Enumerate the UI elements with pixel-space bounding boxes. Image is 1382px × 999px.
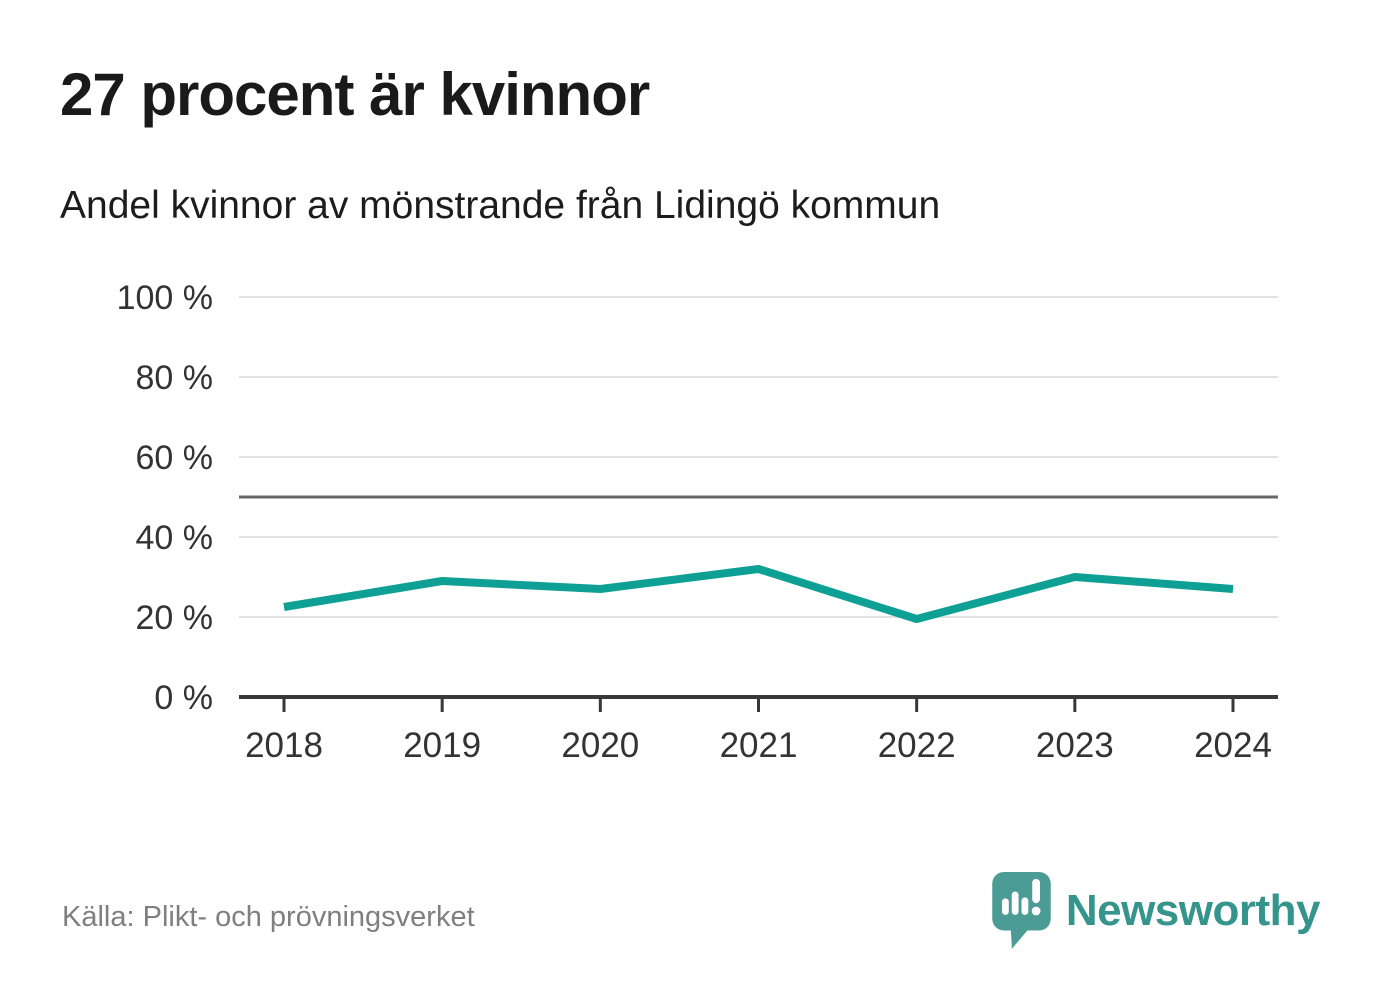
chart-subtitle: Andel kvinnor av mönstrande från Lidingö…: [60, 184, 941, 227]
chart-title: 27 procent är kvinnor: [60, 61, 650, 128]
logo-text: Newsworthy: [1065, 886, 1321, 935]
x-axis-label: 2018: [245, 726, 323, 765]
y-axis-label: 100 %: [117, 279, 213, 317]
source-note: Källa: Plikt- och prövningsverket: [62, 901, 475, 933]
bar-1: [1001, 898, 1009, 915]
y-axis-label: 80 %: [136, 359, 214, 397]
exclamation-dot: [1031, 906, 1041, 916]
data-line: [283, 565, 1234, 623]
y-axis-label: 60 %: [136, 439, 214, 477]
bar-3: [1021, 897, 1029, 915]
y-axis-label: 0 %: [154, 679, 213, 717]
x-axis-label: 2024: [1194, 726, 1272, 765]
x-axis-label: 2021: [720, 726, 798, 765]
x-axis-label: 2019: [403, 726, 481, 765]
newsworthy-logo: Newsworthy: [992, 872, 1321, 950]
y-axis-label: 40 %: [136, 519, 214, 557]
speech-bubble-bar-chart-icon: [992, 872, 1051, 950]
x-axis-label: 2023: [1036, 726, 1114, 765]
exclamation-bar: [1032, 878, 1040, 904]
bar-2: [1011, 891, 1019, 915]
x-axis-label: 2020: [561, 726, 639, 765]
x-axis-label: 2022: [878, 726, 956, 765]
y-axis-label: 20 %: [136, 599, 214, 637]
